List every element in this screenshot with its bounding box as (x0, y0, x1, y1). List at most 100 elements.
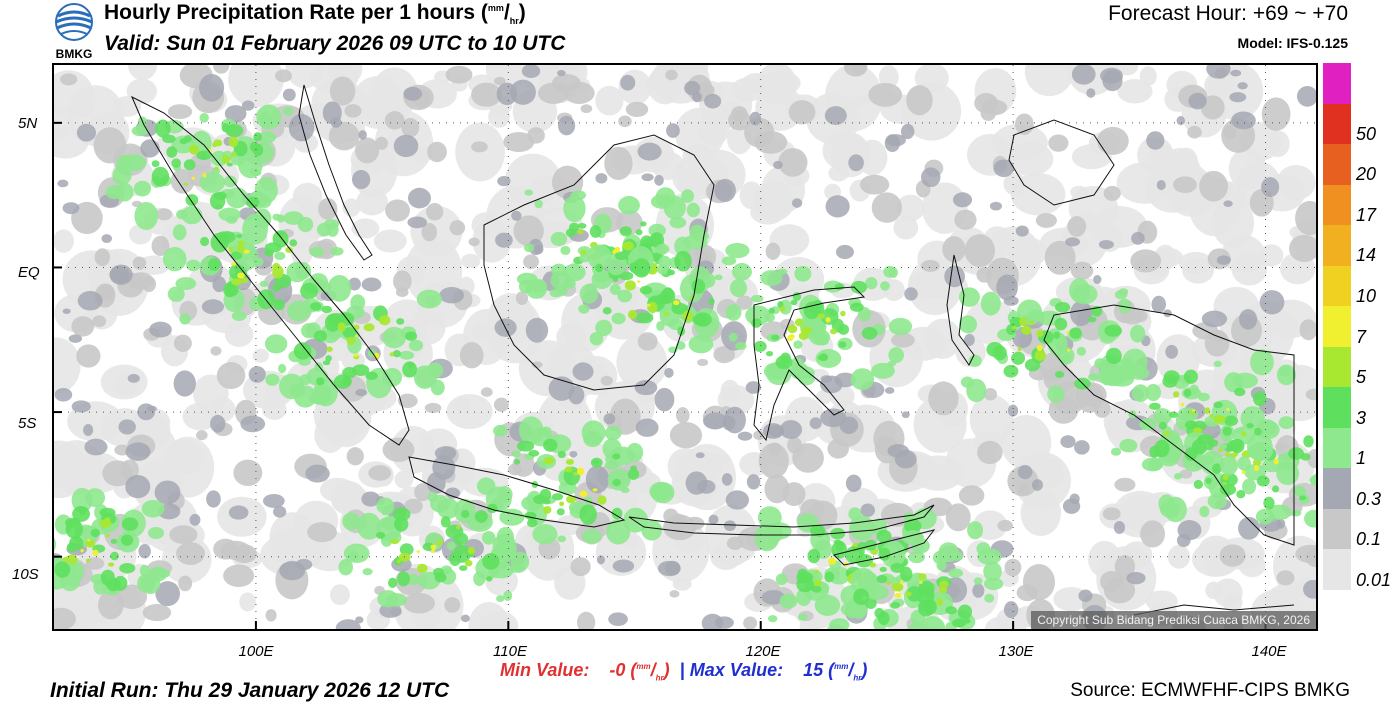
rain-cell (121, 517, 139, 531)
rain-cell (516, 440, 535, 452)
rain-cell (1276, 518, 1286, 529)
rain-cell (1238, 553, 1266, 578)
rain-cell (225, 282, 239, 297)
rain-cell (1031, 479, 1043, 491)
rain-cell (482, 553, 500, 570)
rain-cell (958, 287, 980, 307)
rain-cell (1188, 92, 1207, 110)
rain-cell (167, 286, 185, 302)
rain-cell (417, 571, 441, 590)
rain-cell (427, 141, 447, 163)
sumatra-outline (131, 95, 410, 446)
rain-cell (54, 561, 71, 578)
colorbar-label: 5 (1356, 367, 1367, 388)
rain-cell (363, 323, 375, 332)
rain-cell (739, 181, 764, 210)
rain-cell (627, 468, 640, 480)
rain-cell (196, 430, 208, 441)
rain-cell (138, 544, 151, 559)
colorbar-swatch (1323, 265, 1351, 307)
rain-cell (1224, 372, 1243, 393)
rain-cell (888, 317, 913, 336)
rain-cell (920, 260, 940, 272)
rain-cell (859, 174, 890, 195)
rain-cell (685, 471, 708, 495)
rain-cell (760, 270, 783, 286)
rain-cell (128, 65, 158, 81)
rain-cell (959, 315, 978, 334)
rain-cell (155, 119, 171, 138)
rain-cell (834, 372, 856, 388)
rain-cell (1023, 326, 1029, 332)
rain-cell (725, 490, 749, 510)
rain-cell (635, 418, 659, 437)
rain-cell (131, 125, 149, 137)
rain-cell (282, 88, 296, 102)
rain-cell (189, 144, 199, 155)
rain-cell (884, 134, 901, 153)
rain-cell (1113, 366, 1125, 377)
rain-cell (252, 348, 269, 363)
rain-cell (972, 583, 985, 598)
rain-cell (840, 310, 846, 317)
rain-cell (1017, 465, 1033, 480)
rain-cell (1299, 319, 1316, 341)
rain-cell (346, 336, 356, 345)
rain-cell (557, 450, 566, 459)
rain-cell (791, 198, 803, 208)
rain-cell (665, 69, 678, 81)
rain-cell (595, 173, 608, 184)
rain-cell (149, 321, 172, 338)
rain-cell (162, 246, 187, 272)
rain-cell (480, 387, 493, 397)
rain-cell (552, 73, 581, 92)
rain-cell (871, 362, 895, 379)
rain-cell (128, 272, 154, 290)
rain-cell (133, 180, 152, 197)
rain-cell (60, 73, 78, 86)
rain-cell (344, 104, 362, 118)
rain-cell (1224, 415, 1239, 427)
rain-cell (958, 485, 985, 506)
rain-cell (1007, 142, 1054, 176)
rain-cell (579, 490, 588, 498)
rain-cell (957, 604, 973, 620)
rain-cell (1024, 358, 1041, 372)
rain-cell (510, 79, 536, 105)
rain-cell (202, 173, 207, 178)
rain-cell (1131, 384, 1150, 403)
rain-cell (729, 278, 748, 298)
rain-cell (1067, 216, 1087, 237)
rain-cell (1071, 65, 1096, 85)
rain-cell (1130, 324, 1146, 343)
rain-cell (636, 312, 654, 324)
rain-cell (728, 332, 738, 342)
rain-cell (321, 305, 333, 314)
rain-cell (1231, 111, 1256, 130)
min-value: -0 (609, 660, 626, 680)
rain-cell (606, 519, 631, 545)
rain-cell (77, 291, 103, 311)
rain-cell (200, 153, 207, 160)
rain-cell (1156, 179, 1166, 191)
rain-cell (407, 216, 427, 229)
rain-cell (865, 276, 878, 290)
rain-cell (886, 580, 891, 586)
rain-cell (110, 551, 119, 561)
rain-cell (1003, 601, 1019, 619)
colorbar-swatch (1323, 306, 1351, 347)
rain-cell (98, 283, 115, 301)
rain-cell (283, 106, 294, 116)
rain-cell (768, 307, 775, 314)
rain-cell (1219, 455, 1238, 476)
rain-cell (329, 584, 350, 606)
rain-cell (675, 341, 686, 350)
borneo-outline (483, 134, 715, 391)
rain-cell (565, 228, 576, 238)
valid-time: Valid: Sun 01 February 2026 09 UTC to 10… (104, 32, 566, 55)
rain-cell (395, 287, 409, 298)
rain-cell (1054, 317, 1068, 331)
rain-cell (393, 134, 419, 158)
rain-cell (828, 557, 836, 565)
rain-cell (394, 470, 414, 489)
